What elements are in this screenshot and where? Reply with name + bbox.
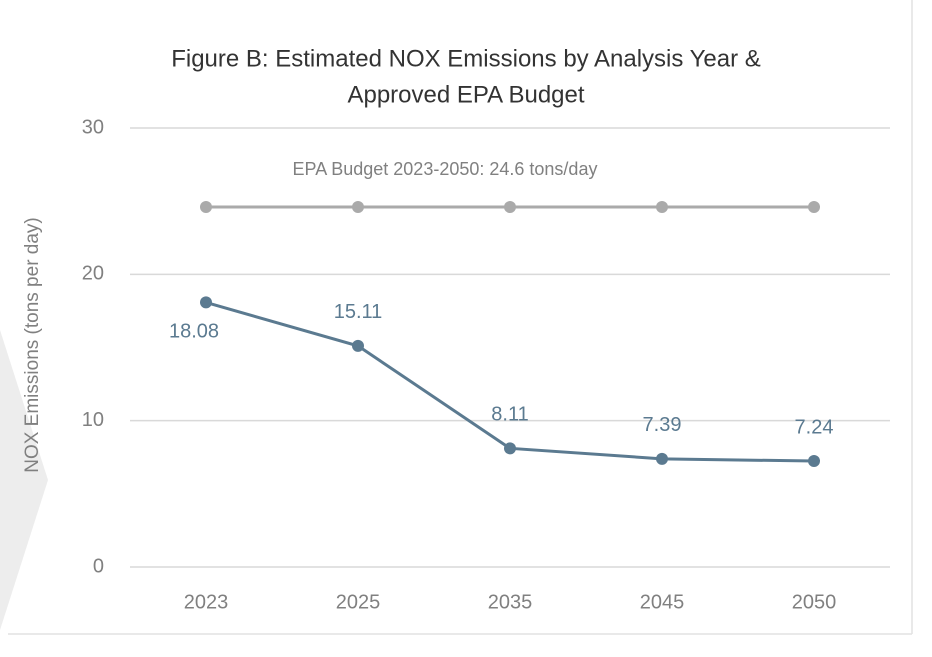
annotation: EPA Budget 2023-2050: 24.6 tons/day — [293, 159, 598, 179]
x-tick-label: 2023 — [184, 591, 229, 613]
data-label: 18.08 — [169, 321, 219, 343]
point — [200, 296, 212, 309]
point — [352, 201, 364, 214]
data-label: 7.39 — [643, 414, 682, 436]
point — [352, 339, 364, 352]
chart-title: Figure B: Estimated NOX Emissions by Ana… — [171, 45, 761, 72]
chart-title: Approved EPA Budget — [347, 81, 584, 108]
x-tick-label: 2035 — [488, 591, 533, 613]
point — [504, 201, 516, 214]
point — [808, 201, 820, 214]
y-axis-label: NOX Emissions (tons per day) — [22, 217, 43, 473]
x-tick-label: 2050 — [792, 591, 837, 613]
y-tick-label: 0 — [93, 555, 104, 577]
y-tick-label: 30 — [82, 116, 104, 138]
x-tick-label: 2045 — [640, 591, 685, 613]
y-tick-label: 10 — [82, 409, 104, 431]
point — [504, 442, 516, 455]
decoration — [0, 330, 48, 630]
point — [808, 455, 820, 468]
y-tick-label: 20 — [82, 263, 104, 285]
x-tick-label: 2025 — [336, 591, 381, 613]
point — [656, 452, 668, 465]
data-label: 15.11 — [334, 301, 383, 323]
point — [656, 201, 668, 214]
point — [200, 201, 212, 214]
data-label: 8.11 — [491, 404, 528, 426]
data-label: 7.24 — [795, 416, 834, 438]
